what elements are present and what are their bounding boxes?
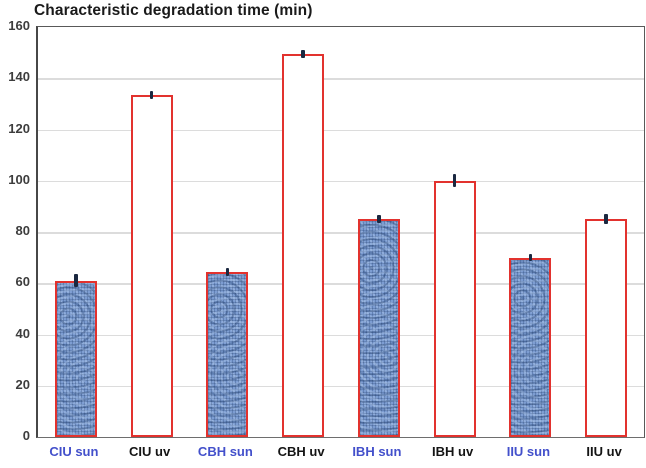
y-tick-label-160: 160 <box>8 18 30 33</box>
x-label-cbh-sun: CBH sun <box>197 444 253 459</box>
gridline-y-40 <box>38 334 644 336</box>
y-tick-label-120: 120 <box>8 120 30 136</box>
x-label-iiu-sun: IIU sun <box>506 444 551 459</box>
bar-ibh-uv <box>433 180 476 437</box>
error-bar-cbh-sun <box>225 267 230 276</box>
bar-ciu-sun <box>54 280 97 437</box>
bar-cbh-sun <box>206 271 249 437</box>
y-tick-label-20: 20 <box>15 376 30 392</box>
plot-area <box>36 26 645 438</box>
error-bar-iiu-uv <box>604 214 608 225</box>
error-bar-ciu-uv <box>149 91 154 99</box>
y-tick-label-100: 100 <box>8 171 30 187</box>
x-label-ciu-sun: CIU sun <box>49 444 99 459</box>
gridline-y-20 <box>38 385 644 388</box>
gridline-y-60 <box>38 283 644 285</box>
gridline-y-120 <box>38 129 644 131</box>
gridline-y-140 <box>38 78 644 80</box>
y-tick-label-60: 60 <box>15 274 30 290</box>
error-bar-iiu-sun <box>528 253 533 262</box>
y-tick-label-0: 0 <box>22 428 30 443</box>
gridline-y-100 <box>38 180 644 183</box>
x-label-iiu-uv: IIU uv <box>586 444 622 459</box>
chart-title: Characteristic degradation time (min) <box>34 2 313 19</box>
x-label-cbh-uv: CBH uv <box>277 444 325 459</box>
bar-ibh-sun <box>357 219 400 437</box>
x-label-ciu-uv: CIU uv <box>129 444 171 459</box>
gridline-y-80 <box>38 232 644 234</box>
error-bar-ibh-uv <box>452 174 457 188</box>
x-label-ibh-sun: IBH sun <box>352 444 402 459</box>
x-label-ibh-uv: IBH uv <box>432 444 474 459</box>
error-bar-ibh-sun <box>377 215 381 224</box>
bar-ciu-uv <box>130 94 173 437</box>
y-tick-label-40: 40 <box>15 325 30 341</box>
bar-iiu-uv <box>585 219 628 437</box>
error-bar-cbh-uv <box>301 50 305 58</box>
y-tick-label-80: 80 <box>15 223 30 238</box>
bar-iiu-sun <box>509 257 552 437</box>
bar-cbh-uv <box>282 53 325 437</box>
error-bar-ciu-sun <box>74 274 78 288</box>
y-tick-label-140: 140 <box>8 69 30 85</box>
